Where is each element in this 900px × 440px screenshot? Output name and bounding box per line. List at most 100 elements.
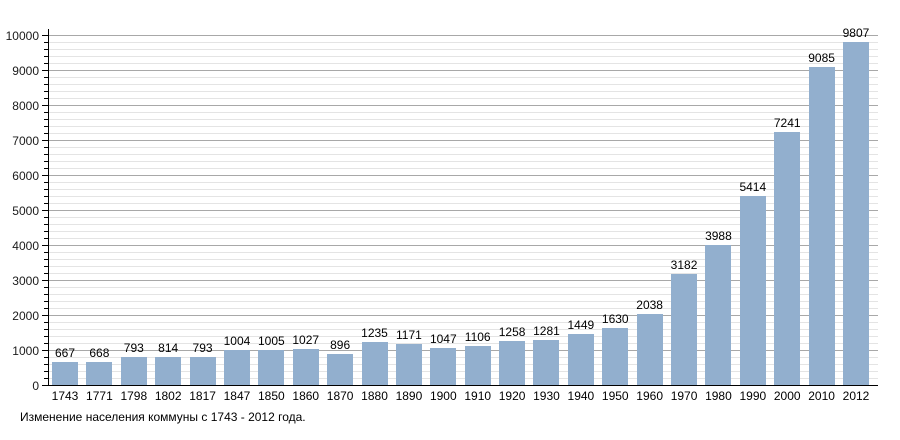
bar: 3182 <box>671 258 697 385</box>
x-tick-label: 1798 <box>120 389 148 403</box>
y-tick-label: 7000 <box>12 134 39 148</box>
y-tick <box>44 168 48 169</box>
y-tick-label: 2000 <box>12 309 39 323</box>
bar: 814 <box>155 341 182 385</box>
y-tick <box>44 371 48 372</box>
x-tick-label: 1930 <box>533 389 560 403</box>
bar-value-label: 3182 <box>670 257 698 272</box>
major-gridline <box>48 140 878 141</box>
y-tick-label: 8000 <box>12 99 39 113</box>
y-tick <box>42 280 48 281</box>
major-gridline <box>48 350 878 351</box>
bar-value-label: 1235 <box>361 325 388 340</box>
minor-gridline <box>48 112 878 113</box>
bar: 896 <box>327 338 354 385</box>
bar-value-label: 3988 <box>705 229 732 244</box>
major-gridline <box>48 70 878 71</box>
y-tick-label: 0 <box>32 379 39 393</box>
x-tick-label: 1940 <box>567 389 595 403</box>
minor-gridline <box>48 63 878 64</box>
y-tick <box>44 357 48 358</box>
major-gridline <box>48 245 878 246</box>
x-tick-label: 1960 <box>636 389 663 403</box>
y-tick <box>44 259 48 260</box>
minor-gridline <box>48 364 878 365</box>
y-tick <box>44 322 48 323</box>
bar-value-label: 1281 <box>533 324 560 339</box>
major-gridline <box>48 210 878 211</box>
minor-gridline <box>48 119 878 120</box>
bar: 1449 <box>568 318 594 385</box>
x-tick-label: 1850 <box>258 389 285 403</box>
minor-gridline <box>48 378 878 379</box>
y-tick-label: 9000 <box>12 64 39 78</box>
x-tick-label: 1880 <box>361 389 388 403</box>
bar-value-label: 814 <box>158 340 179 355</box>
x-tick-label: 1802 <box>154 389 182 403</box>
bar-value-label: 896 <box>330 337 351 352</box>
minor-gridline <box>48 266 878 267</box>
minor-gridline <box>48 56 878 57</box>
y-tick <box>44 42 48 43</box>
y-tick <box>44 203 48 204</box>
y-tick <box>42 385 48 386</box>
bars-group: 667 668 793 814 793 1004 1005 1027 896 1235 1171 10… <box>48 26 878 385</box>
major-gridline <box>48 280 878 281</box>
chart-caption: Изменение населения коммуны с 1743 - 201… <box>20 410 306 424</box>
bar-value-label: 2038 <box>636 297 663 312</box>
bar-value-label: 1449 <box>567 318 595 333</box>
minor-gridline <box>48 308 878 309</box>
major-gridline <box>48 105 878 106</box>
bar: 1171 <box>395 328 422 385</box>
bar: 1004 <box>224 334 250 385</box>
y-tick-label: 10000 <box>5 29 39 43</box>
y-tick <box>44 329 48 330</box>
minor-gridline <box>48 91 878 92</box>
y-tick <box>44 91 48 92</box>
bar: 2038 <box>636 298 663 385</box>
x-tick-label: 1920 <box>498 389 526 403</box>
minor-gridline <box>48 98 878 99</box>
y-tick <box>44 63 48 64</box>
bar: 9085 <box>808 51 835 385</box>
bar: 3988 <box>705 229 732 385</box>
bar: 1235 <box>361 326 388 385</box>
bar: 1281 <box>533 324 560 385</box>
y-tick-label: 3000 <box>12 274 39 288</box>
minor-gridline <box>48 49 878 50</box>
y-tick-label: 4000 <box>12 239 39 253</box>
minor-gridline <box>48 357 878 358</box>
minor-gridline <box>48 161 878 162</box>
bar-value-label: 793 <box>192 341 213 356</box>
y-tick <box>44 294 48 295</box>
bar: 793 <box>120 341 147 385</box>
bar-value-label: 5414 <box>739 179 767 194</box>
x-tick-label: 1970 <box>670 389 698 403</box>
bar: 7241 <box>774 116 801 385</box>
y-tick <box>44 308 48 309</box>
y-tick <box>44 182 48 183</box>
bar: 1005 <box>258 334 285 385</box>
y-tick <box>44 189 48 190</box>
minor-gridline <box>48 77 878 78</box>
y-tick <box>44 252 48 253</box>
y-tick-label: 5000 <box>12 204 39 218</box>
minor-gridline <box>48 126 878 127</box>
bar: 9807 <box>843 26 869 385</box>
minor-gridline <box>48 182 878 183</box>
bar-value-label: 1005 <box>257 333 285 348</box>
y-tick <box>44 98 48 99</box>
y-tick <box>42 245 48 246</box>
y-tick <box>44 56 48 57</box>
minor-gridline <box>48 301 878 302</box>
y-tick <box>44 154 48 155</box>
y-tick <box>44 273 48 274</box>
x-tick-label: 1950 <box>601 389 629 403</box>
y-tick <box>44 336 48 337</box>
y-tick <box>42 175 48 176</box>
x-axis <box>48 385 878 386</box>
bar-value-label: 668 <box>89 345 110 360</box>
x-tick-label: 2000 <box>773 389 801 403</box>
y-tick <box>44 126 48 127</box>
